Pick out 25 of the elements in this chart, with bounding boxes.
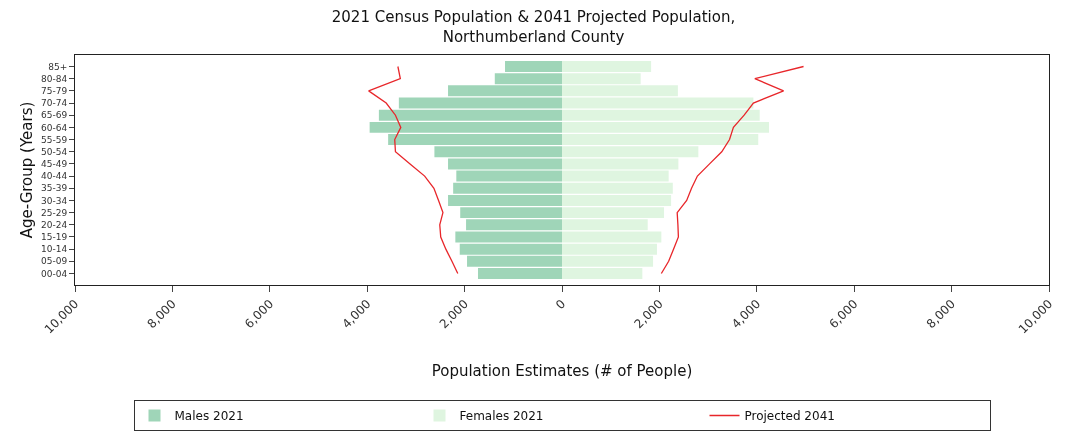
y-tick-label: 35-39 <box>41 183 68 194</box>
chart-title: 2021 Census Population & 2041 Projected Population, Northumberland County <box>331 8 736 46</box>
legend-label: Projected 2041 <box>744 409 835 424</box>
y-tick-label: 60-64 <box>41 122 68 133</box>
y-tick-label: 25-29 <box>41 207 68 218</box>
y-tick-label: 45-49 <box>41 159 68 170</box>
y-tick-label: 70-74 <box>41 98 68 109</box>
y-tick-label: 15-19 <box>41 232 68 243</box>
y-tick-label: 20-24 <box>41 219 68 230</box>
x-axis-title: Population Estimates (# of People) <box>431 362 693 381</box>
y-tick-label: 10-14 <box>41 244 68 255</box>
y-tick-label: 65-69 <box>41 110 68 121</box>
y-tick-label: 50-54 <box>41 146 68 157</box>
y-tick-label: 55-59 <box>41 134 68 145</box>
y-axis-title: Age-Group (Years) <box>18 101 37 239</box>
y-tick-label: 85+ <box>48 61 68 72</box>
y-tick-label: 00-04 <box>41 268 68 279</box>
y-tick-label: 05-09 <box>41 256 68 267</box>
y-tick-label: 40-44 <box>41 171 68 182</box>
x-tick-label: 0 <box>553 296 569 313</box>
y-tick-label: 75-79 <box>41 86 68 96</box>
y-tick-label: 30-34 <box>41 195 68 206</box>
y-tick-label: 80-84 <box>41 73 68 84</box>
legend-label: Males 2021 <box>174 409 244 424</box>
legend-label: Females 2021 <box>459 409 544 424</box>
